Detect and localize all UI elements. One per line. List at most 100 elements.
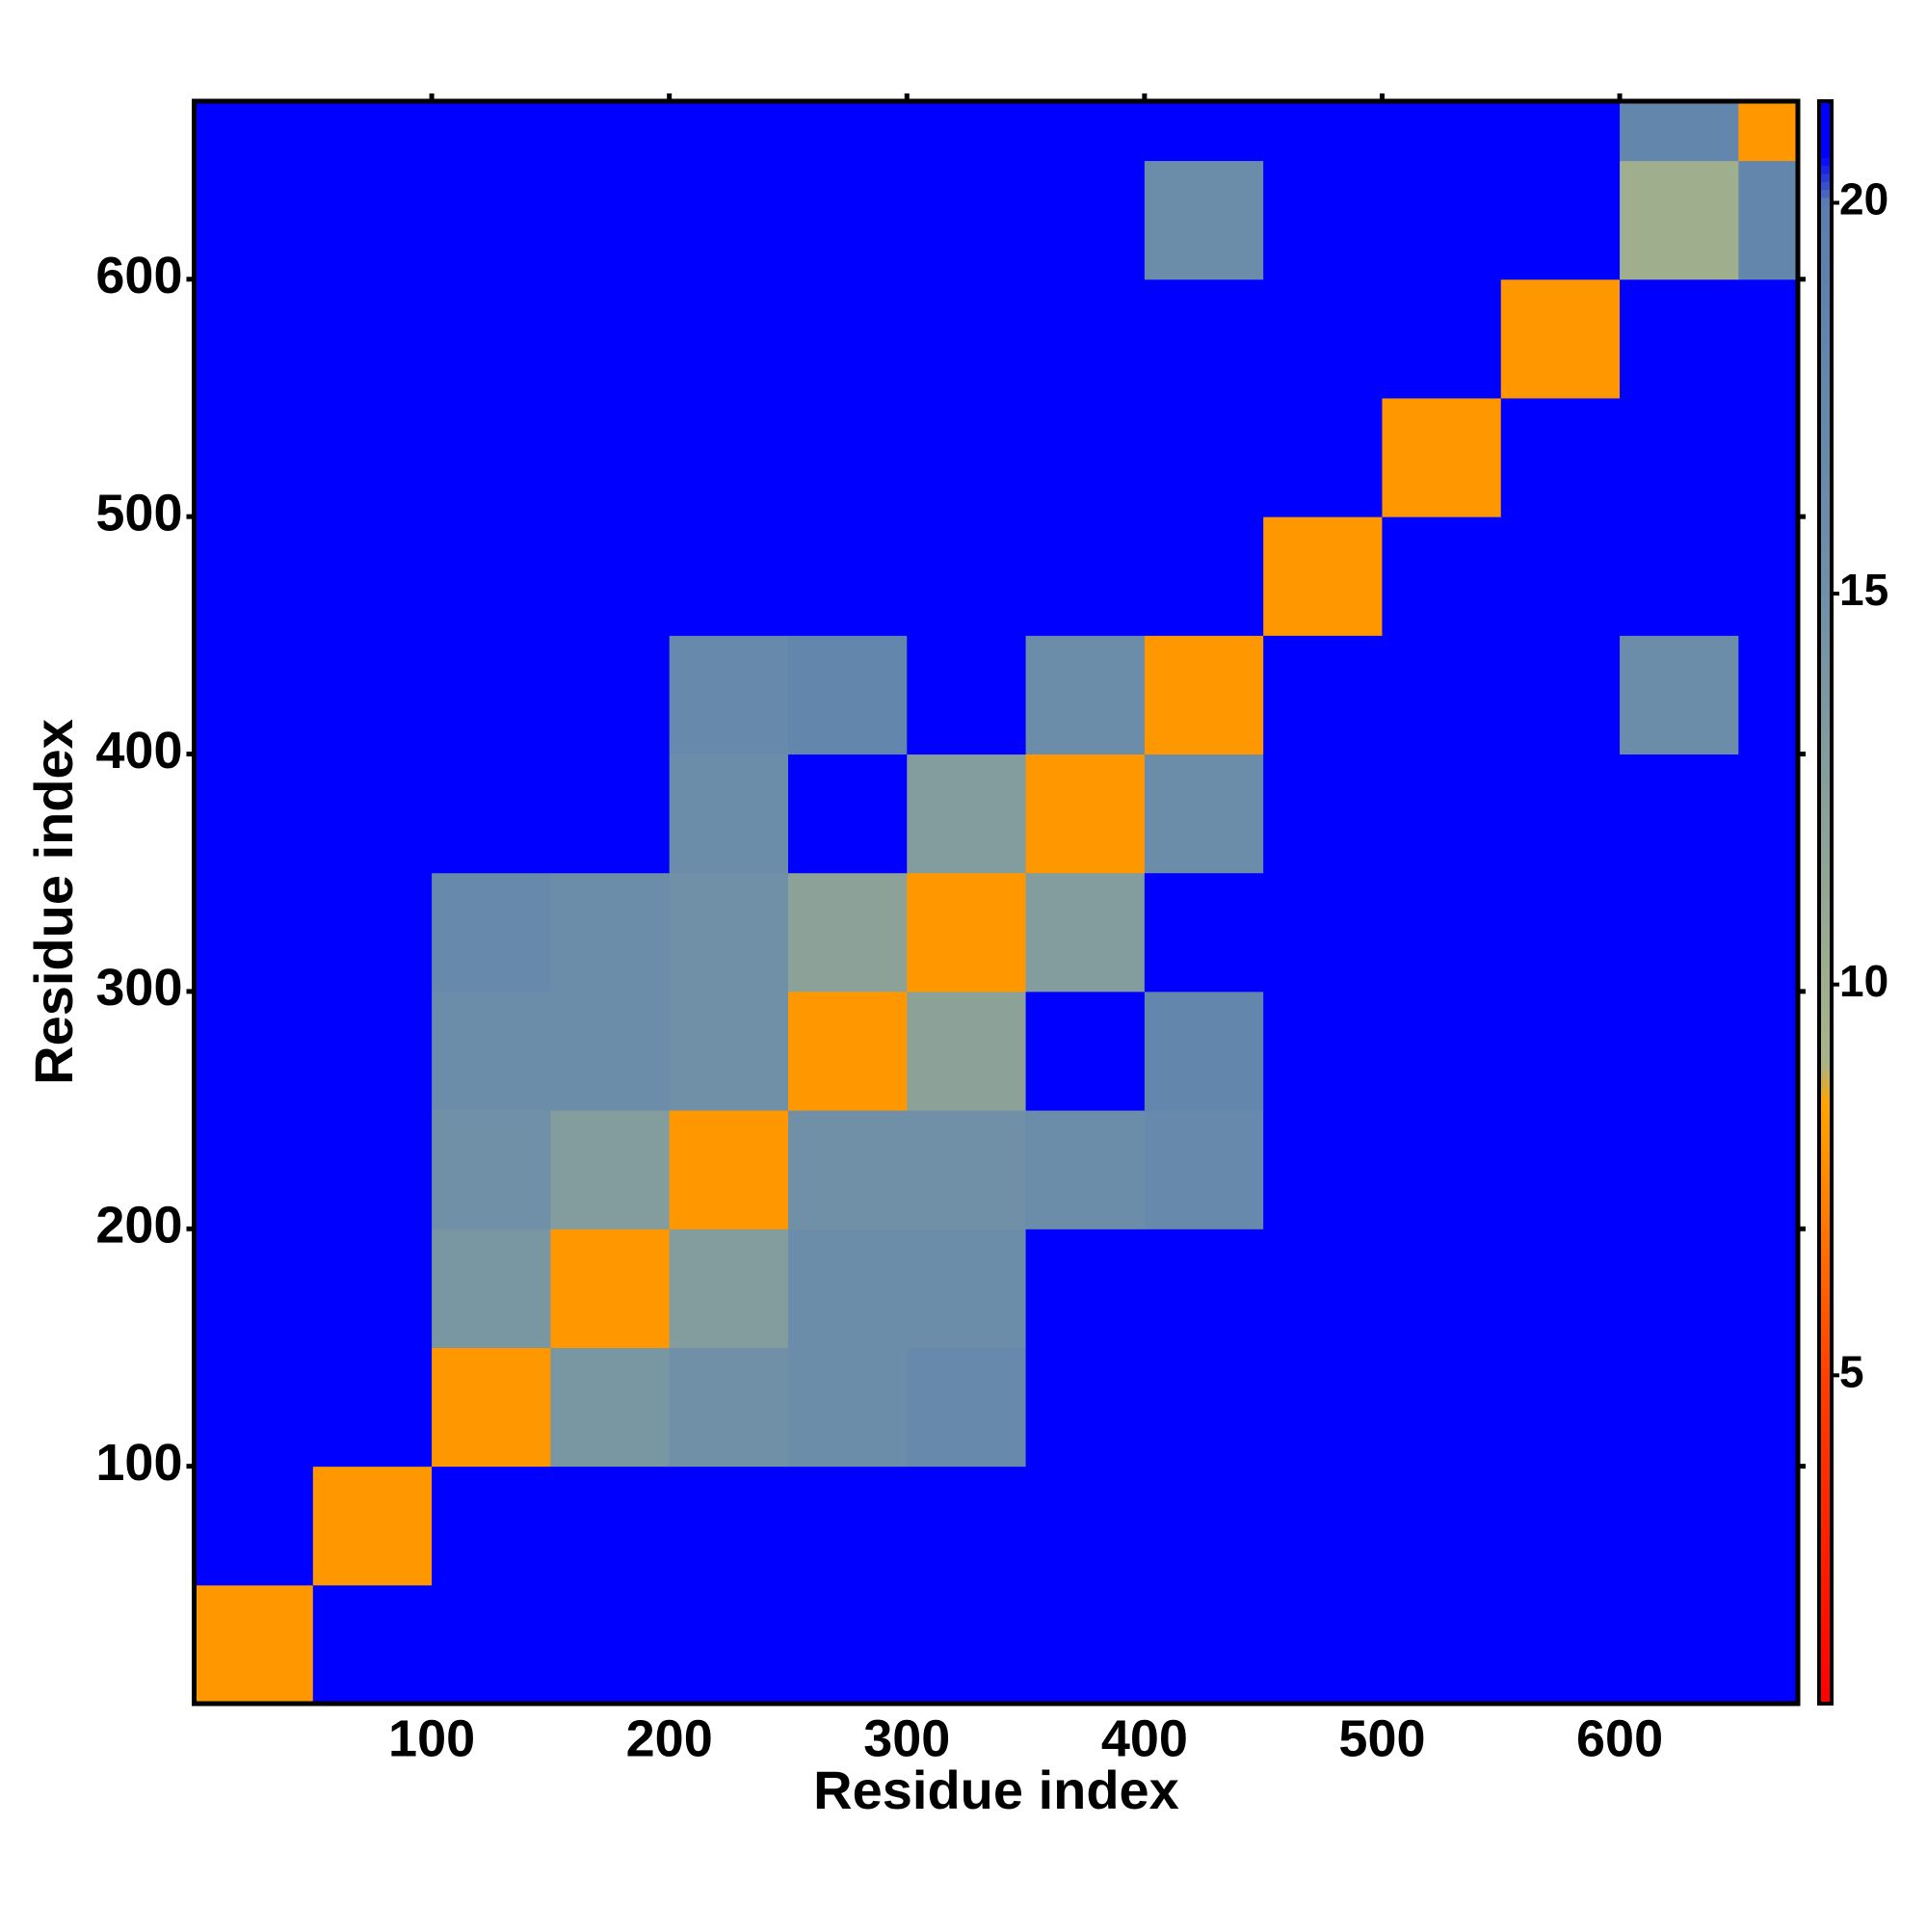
heatmap-cell xyxy=(907,160,1027,280)
heatmap-cell xyxy=(550,160,671,280)
colorbar-segment xyxy=(1819,525,1832,535)
colorbar-segment xyxy=(1819,1583,1832,1593)
colorbar-segment xyxy=(1819,1166,1832,1176)
colorbar-segment xyxy=(1819,1479,1832,1489)
heatmap-cell xyxy=(787,754,908,874)
x-tick-label: 600 xyxy=(1576,1709,1663,1767)
colorbar-segment xyxy=(1819,1086,1832,1096)
colorbar-segment xyxy=(1819,301,1832,310)
heatmap-cell xyxy=(312,397,433,517)
colorbar-segment xyxy=(1819,1279,1832,1288)
colorbar-segment xyxy=(1819,469,1832,479)
colorbar-segment xyxy=(1819,1231,1832,1240)
colorbar-segment xyxy=(1819,133,1832,143)
heatmap-cell xyxy=(669,278,789,399)
heatmap-cell xyxy=(1382,1584,1502,1705)
heatmap-cell xyxy=(669,160,789,280)
heatmap-cell xyxy=(1144,1110,1264,1230)
colorbar-segment xyxy=(1819,293,1832,303)
colorbar-segment xyxy=(1819,1255,1832,1264)
heatmap-cell xyxy=(669,1110,789,1230)
colorbar-segment xyxy=(1819,861,1832,871)
heatmap-cell xyxy=(1025,872,1146,992)
colorbar-segment xyxy=(1819,934,1832,943)
colorbar-segment xyxy=(1819,413,1832,423)
colorbar-segment xyxy=(1819,1238,1832,1248)
heatmap-cell xyxy=(550,635,671,755)
heatmap-cell xyxy=(1025,1584,1146,1705)
heatmap-cell xyxy=(907,872,1027,992)
colorbar-segment xyxy=(1819,1214,1832,1224)
heatmap-cell xyxy=(550,754,671,874)
heatmap-cell xyxy=(1263,1229,1383,1348)
colorbar-segment xyxy=(1819,1527,1832,1536)
colorbar-segment xyxy=(1819,1631,1832,1641)
heatmap-cell xyxy=(907,516,1027,636)
colorbar-segment xyxy=(1819,229,1832,238)
heatmap-cell xyxy=(1382,754,1502,874)
colorbar-segment xyxy=(1819,573,1832,583)
colorbar-segment xyxy=(1819,421,1832,431)
colorbar-segment xyxy=(1819,317,1832,327)
colorbar-segment xyxy=(1819,1446,1832,1456)
heatmap-cell xyxy=(194,160,314,280)
heatmap-cell xyxy=(1144,991,1264,1111)
heatmap-cell xyxy=(787,101,908,162)
heatmap-cell xyxy=(312,101,433,162)
colorbar-segment xyxy=(1819,1623,1832,1632)
heatmap-cell xyxy=(432,1229,551,1348)
heatmap-cell xyxy=(787,1466,908,1586)
colorbar-segment xyxy=(1819,501,1832,511)
heatmap-cell xyxy=(1500,160,1621,280)
heatmap-cell xyxy=(1738,397,1799,517)
heatmap-cell xyxy=(550,1347,671,1468)
heatmap-cell xyxy=(669,101,789,162)
heatmap-cell xyxy=(432,1466,551,1586)
colorbar-segment xyxy=(1819,309,1832,319)
heatmap-cell xyxy=(1263,754,1383,874)
colorbar-segment xyxy=(1819,1102,1832,1112)
colorbar-segment xyxy=(1819,998,1832,1008)
heatmap-cell xyxy=(194,1229,314,1348)
heatmap-cell xyxy=(1144,516,1264,636)
heatmap-cell xyxy=(669,397,789,517)
heatmap-cell xyxy=(432,516,551,636)
heatmap-cell xyxy=(194,1347,314,1468)
colorbar-segment xyxy=(1819,846,1832,856)
heatmap-cell xyxy=(432,278,551,399)
colorbar-segment xyxy=(1819,333,1832,343)
colorbar-segment xyxy=(1819,365,1832,375)
colorbar-segment xyxy=(1819,1591,1832,1601)
heatmap-cell xyxy=(1025,1110,1146,1230)
colorbar-tick-label: 15 xyxy=(1839,565,1888,615)
heatmap-cell xyxy=(1382,1466,1502,1586)
colorbar-segment xyxy=(1819,245,1832,254)
heatmap-cell xyxy=(787,991,908,1111)
colorbar-segment xyxy=(1819,486,1832,495)
colorbar-segment xyxy=(1819,1599,1832,1608)
heatmap-cell xyxy=(787,160,908,280)
heatmap-cell xyxy=(1620,872,1739,992)
heatmap-cell xyxy=(1382,1229,1502,1348)
heatmap-cell xyxy=(312,754,433,874)
colorbar-segment xyxy=(1819,774,1832,783)
colorbar-segment xyxy=(1819,918,1832,928)
colorbar-segment xyxy=(1819,349,1832,358)
heatmap-cell xyxy=(1620,1584,1739,1705)
heatmap-cell xyxy=(432,635,551,755)
colorbar-segment xyxy=(1819,1351,1832,1361)
heatmap-cell xyxy=(432,754,551,874)
y-tick-label: 600 xyxy=(95,247,182,304)
colorbar-segment xyxy=(1819,1695,1832,1705)
heatmap-cell xyxy=(1620,101,1739,162)
colorbar-segment xyxy=(1819,510,1832,518)
heatmap-cell xyxy=(1738,278,1799,399)
heatmap-cell xyxy=(194,872,314,992)
colorbar-segment xyxy=(1819,261,1832,271)
heatmap-cell xyxy=(1144,397,1264,517)
y-tick-label: 200 xyxy=(95,1197,182,1255)
colorbar-segment xyxy=(1819,462,1832,471)
heatmap-cell xyxy=(1263,1347,1383,1468)
colorbar-segment xyxy=(1819,950,1832,960)
